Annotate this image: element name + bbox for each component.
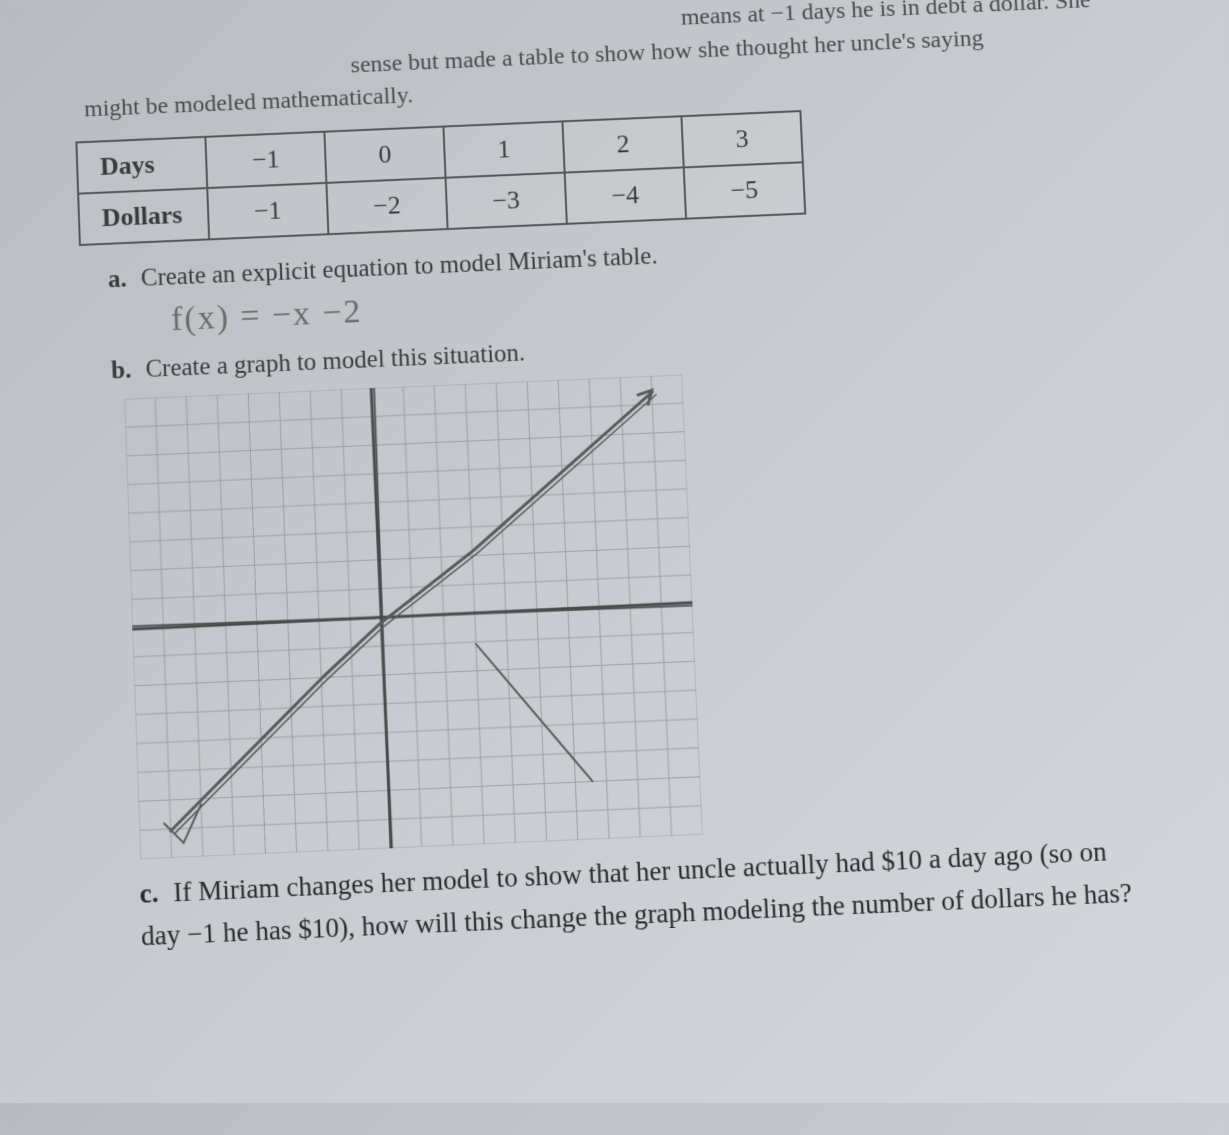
question-c-text: If Miriam changes her model to show that… — [141, 836, 1133, 951]
table-cell: 1 — [443, 121, 564, 177]
data-table: Days −1 0 1 2 3 Dollars −1 −2 −3 −4 −5 — [75, 110, 806, 246]
row-header-days: Days — [76, 137, 207, 194]
graph-svg — [124, 374, 703, 859]
worksheet-page: means at −1 days he is in debt a dollar.… — [0, 0, 1229, 1135]
question-letter-c: c. — [139, 878, 159, 909]
table-cell: 0 — [324, 126, 445, 182]
table-cell: −3 — [446, 172, 567, 228]
question-b-text: Create a graph to model this situation. — [145, 339, 526, 382]
table-cell: 3 — [681, 111, 802, 167]
intro-text: means at −1 days he is in debt a dollar.… — [71, 0, 1134, 128]
question-letter-a: a. — [108, 266, 128, 294]
table-cell: −4 — [565, 167, 686, 223]
table-cell: 2 — [562, 116, 683, 172]
question-letter-b: b. — [111, 357, 132, 385]
table-cell: −1 — [205, 131, 326, 187]
row-header-dollars: Dollars — [78, 188, 209, 245]
table-cell: −1 — [207, 183, 328, 239]
table-cell: −5 — [684, 162, 805, 218]
table-cell: −2 — [326, 178, 447, 234]
graph-grid — [124, 374, 703, 859]
